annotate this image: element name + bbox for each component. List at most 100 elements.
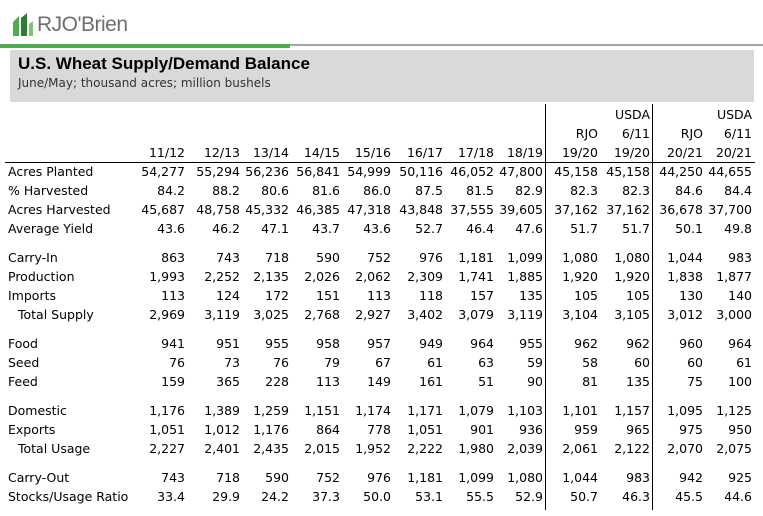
column-header: 14/15	[303, 145, 340, 160]
table-cell: 135	[519, 288, 543, 303]
table-cell: 3,025	[253, 307, 289, 322]
table-cell: 81	[582, 374, 598, 389]
table-cell: 159	[161, 374, 185, 389]
table-cell: 113	[316, 374, 340, 389]
table-cell: 61	[736, 355, 752, 370]
table-cell: 1,181	[407, 470, 443, 485]
table-cell: 44,250	[659, 164, 703, 179]
table-cell: 962	[626, 336, 650, 351]
table-cell: 1,920	[562, 269, 598, 284]
column-header: 19/20	[613, 145, 650, 160]
column-header: 19/20	[561, 145, 598, 160]
table-cell: 59	[527, 355, 543, 370]
table-cell: 46.2	[212, 221, 240, 236]
table-cell: 1,176	[253, 422, 289, 437]
row-label: Acres Planted	[8, 164, 94, 179]
table-cell: 976	[419, 250, 443, 265]
table-cell: 964	[728, 336, 752, 351]
row-label: Acres Harvested	[8, 202, 111, 217]
row-label: Feed	[8, 374, 38, 389]
table-cell: 1,920	[614, 269, 650, 284]
table-cell: 1,012	[204, 422, 240, 437]
table-cell: 55.5	[466, 489, 494, 504]
table-cell: 47.6	[515, 221, 543, 236]
table-cell: 44,655	[708, 164, 752, 179]
table-cell: 2,039	[507, 441, 543, 456]
table-cell: 82.9	[515, 183, 543, 198]
table-cell: 2,309	[407, 269, 443, 284]
table-cell: 1,838	[667, 269, 703, 284]
table-cell: 2,075	[716, 441, 752, 456]
table-cell: 1,044	[562, 470, 598, 485]
table-cell: 2,227	[149, 441, 185, 456]
table-cell: 1,171	[407, 403, 443, 418]
table-cell: 2,135	[253, 269, 289, 284]
table-cell: 45,158	[554, 164, 598, 179]
table-cell: 957	[367, 336, 391, 351]
table-cell: 3,012	[667, 307, 703, 322]
table-cell: 958	[316, 336, 340, 351]
table-cell: 45,332	[245, 202, 289, 217]
table-cell: 67	[375, 355, 391, 370]
row-label: Food	[8, 336, 38, 351]
table-cell: 1,980	[458, 441, 494, 456]
table-cell: 37,555	[450, 202, 494, 217]
row-label: Stocks/Usage Ratio	[8, 489, 129, 504]
table-cell: 3,119	[507, 307, 543, 322]
table-cell: 2,061	[562, 441, 598, 456]
table-cell: 2,062	[355, 269, 391, 284]
table-cell: 3,000	[716, 307, 752, 322]
table-cell: 365	[216, 374, 240, 389]
table-cell: 1,051	[149, 422, 185, 437]
table-cell: 81.5	[466, 183, 494, 198]
table-cell: 37.3	[312, 489, 340, 504]
table-cell: 1,151	[304, 403, 340, 418]
logo-mark-icon	[11, 12, 35, 38]
table-cell: 1,877	[716, 269, 752, 284]
row-label: % Harvested	[8, 183, 89, 198]
row-label: Carry-Out	[8, 470, 70, 485]
row-label: Imports	[8, 288, 56, 303]
table-cell: 82.3	[570, 183, 598, 198]
table-cell: 1,259	[253, 403, 289, 418]
header-divider	[5, 162, 755, 163]
table-cell: 33.4	[157, 489, 185, 504]
table-cell: 44.6	[724, 489, 752, 504]
table-cell: 60	[687, 355, 703, 370]
table-cell: 2,927	[355, 307, 391, 322]
table-cell: 46.4	[466, 221, 494, 236]
table-cell: 1,099	[507, 250, 543, 265]
table-cell: 2,122	[614, 441, 650, 456]
table-cell: 51.7	[570, 221, 598, 236]
header-rule	[0, 44, 763, 46]
table-cell: 942	[679, 470, 703, 485]
row-label: Total Usage	[18, 441, 91, 456]
column-header: 12/13	[203, 145, 240, 160]
table-cell: 50.7	[570, 489, 598, 504]
column-header: 20/21	[715, 145, 752, 160]
column-header: 15/16	[354, 145, 391, 160]
table-cell: 124	[216, 288, 240, 303]
table-cell: 49.8	[724, 221, 752, 236]
table-cell: 149	[367, 374, 391, 389]
column-header: 13/14	[252, 145, 289, 160]
column-header: RJO	[680, 126, 703, 141]
table-cell: 1,885	[507, 269, 543, 284]
table-cell: 960	[679, 336, 703, 351]
column-header: 20/21	[666, 145, 703, 160]
table-cell: 50.1	[675, 221, 703, 236]
table-cell: 752	[367, 250, 391, 265]
table-cell: 50,116	[399, 164, 443, 179]
column-header: 16/17	[406, 145, 443, 160]
table-cell: 2,252	[204, 269, 240, 284]
table-cell: 864	[316, 422, 340, 437]
row-label: Carry-In	[8, 250, 58, 265]
table-cell: 52.7	[415, 221, 443, 236]
table-cell: 1,095	[667, 403, 703, 418]
table-cell: 45.5	[675, 489, 703, 504]
table-cell: 43.7	[312, 221, 340, 236]
table-cell: 113	[161, 288, 185, 303]
table-cell: 1,993	[149, 269, 185, 284]
table-cell: 1,080	[562, 250, 598, 265]
table-cell: 161	[419, 374, 443, 389]
